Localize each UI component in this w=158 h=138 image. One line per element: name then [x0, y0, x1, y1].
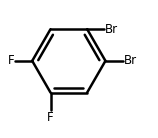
Text: F: F [47, 111, 54, 124]
Text: Br: Br [124, 54, 137, 67]
Text: Br: Br [105, 23, 118, 36]
Text: F: F [7, 54, 14, 67]
